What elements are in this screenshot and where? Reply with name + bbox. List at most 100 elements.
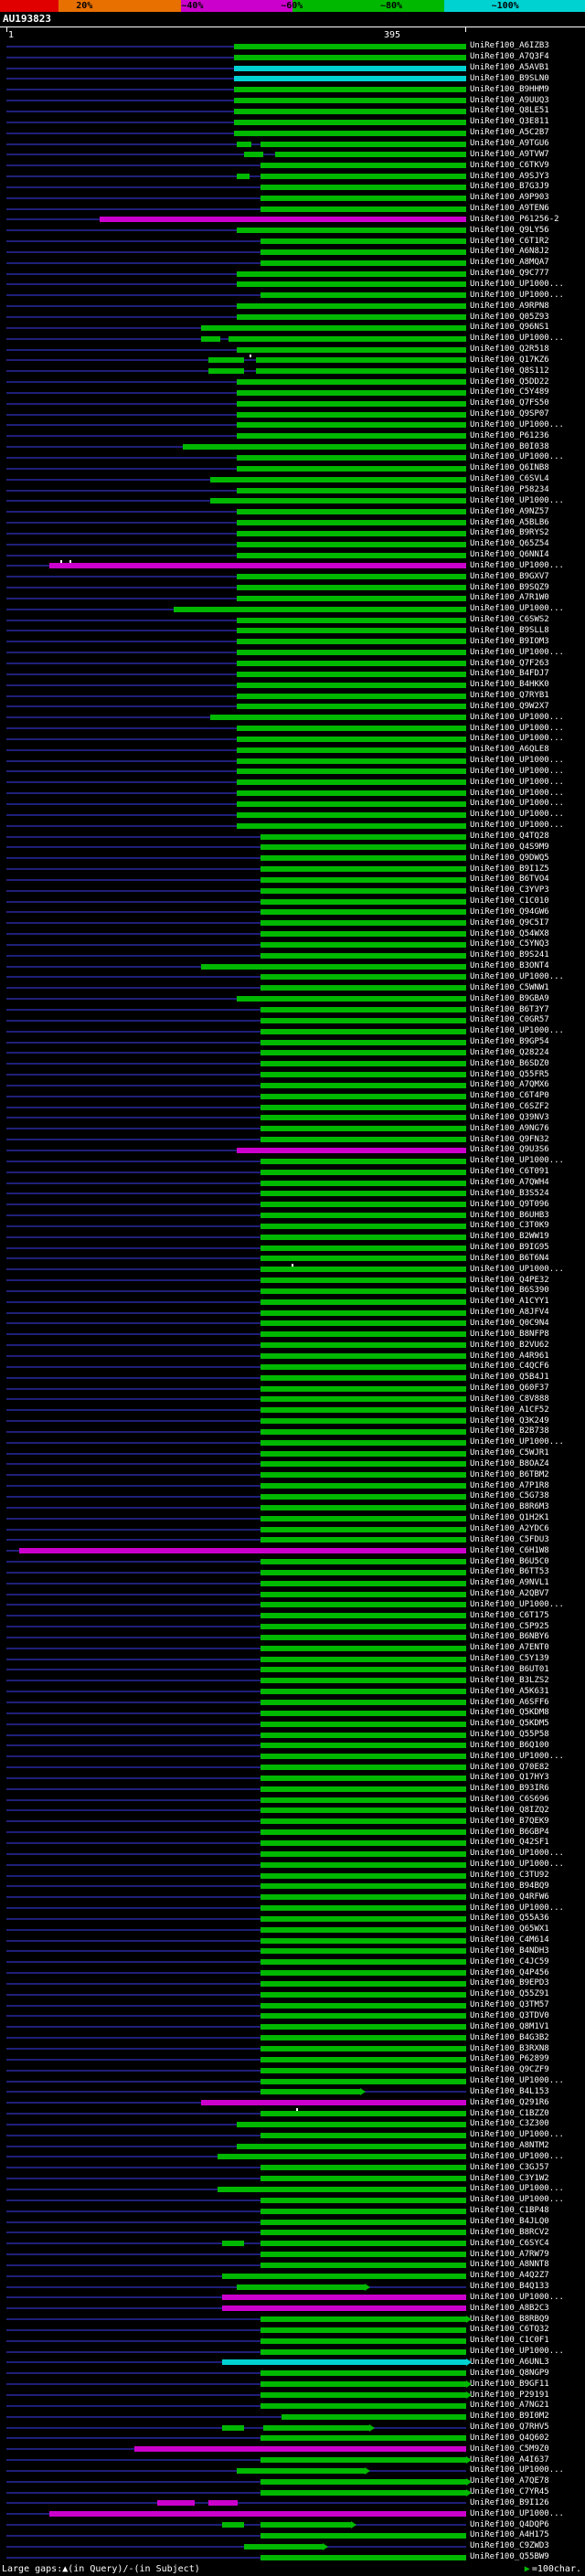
alignment-bar[interactable]	[261, 1883, 466, 1890]
hit-label[interactable]: UniRef100_Q17HY3	[470, 1773, 549, 1783]
hit-label[interactable]: UniRef100_A5AVB1	[470, 63, 549, 73]
alignment-bar[interactable]	[261, 876, 466, 883]
hit-label[interactable]: UniRef100_C6S696	[470, 1795, 549, 1805]
alignment-bar[interactable]	[201, 324, 466, 331]
alignment-bar[interactable]	[261, 1861, 466, 1868]
hit-label[interactable]: UniRef100_Q55A36	[470, 1913, 549, 1924]
hit-label[interactable]: UniRef100_UP1000...	[470, 2130, 564, 2140]
hit-label[interactable]: UniRef100_Q7F263	[470, 658, 549, 668]
alignment-bar[interactable]	[261, 2013, 466, 2019]
alignment-bar[interactable]	[256, 357, 466, 364]
hit-label[interactable]: UniRef100_B3LZS2	[470, 1675, 549, 1685]
hit-label[interactable]: UniRef100_Q96NS1	[470, 323, 549, 333]
alignment-bar[interactable]	[261, 2532, 466, 2539]
hit-label[interactable]: UniRef100_C5WNW1	[470, 982, 549, 992]
alignment-bar[interactable]	[261, 1700, 466, 1706]
alignment-bar[interactable]	[261, 2111, 466, 2117]
hit-label[interactable]: UniRef100_Q3TDV0	[470, 2010, 549, 2020]
alignment-bar[interactable]	[261, 1656, 466, 1662]
alignment-bar[interactable]	[134, 2446, 466, 2453]
hit-label[interactable]: UniRef100_B4Q133	[470, 2282, 549, 2292]
hit-label[interactable]: UniRef100_Q4Q602	[470, 2433, 549, 2443]
alignment-bar[interactable]	[261, 2219, 466, 2225]
hit-label[interactable]: UniRef100_B8OAZ4	[470, 1458, 549, 1468]
alignment-bar[interactable]	[233, 76, 466, 82]
alignment-bar[interactable]	[236, 822, 466, 829]
hit-label[interactable]: UniRef100_B7QEK9	[470, 1816, 549, 1826]
hit-label[interactable]: UniRef100_B4NDH3	[470, 1945, 549, 1956]
alignment-bar[interactable]	[236, 790, 466, 797]
hit-label[interactable]: UniRef100_UP1000...	[470, 2151, 564, 2161]
alignment-bar[interactable]	[261, 2478, 466, 2485]
hit-label[interactable]: UniRef100_UP1000...	[470, 2465, 564, 2475]
alignment-bar[interactable]	[261, 2078, 466, 2084]
alignment-bar[interactable]	[222, 2359, 466, 2366]
alignment-bar[interactable]	[261, 239, 466, 245]
alignment-bar[interactable]	[261, 844, 466, 851]
alignment-bar[interactable]	[261, 2024, 466, 2030]
hit-label[interactable]: UniRef100_A9UUQ3	[470, 95, 549, 105]
alignment-bar[interactable]	[261, 1191, 466, 1197]
alignment-bar[interactable]	[236, 281, 466, 288]
alignment-bar[interactable]	[261, 1158, 466, 1164]
hit-label[interactable]: UniRef100_C5FDU3	[470, 1534, 549, 1544]
hit-label[interactable]: UniRef100_Q4TQ28	[470, 832, 549, 842]
hit-label[interactable]: UniRef100_B9IOM3	[470, 636, 549, 646]
alignment-bar[interactable]	[236, 141, 252, 147]
alignment-bar[interactable]	[236, 411, 466, 418]
hit-label[interactable]: UniRef100_A9NG76	[470, 1123, 549, 1133]
alignment-bar[interactable]	[236, 454, 466, 461]
alignment-bar[interactable]	[261, 1569, 466, 1575]
hit-label[interactable]: UniRef100_C1C010	[470, 896, 549, 906]
hit-label[interactable]: UniRef100_A1CYY1	[470, 1297, 549, 1307]
hit-label[interactable]: UniRef100_Q42SF1	[470, 1838, 549, 1848]
hit-label[interactable]: UniRef100_B9EPD3	[470, 1978, 549, 1988]
alignment-bar[interactable]	[244, 2543, 323, 2549]
alignment-bar[interactable]	[261, 1591, 466, 1597]
alignment-bar[interactable]	[261, 2348, 466, 2355]
hit-label[interactable]: UniRef100_UP1000...	[470, 821, 564, 831]
alignment-bar[interactable]	[236, 379, 466, 386]
hit-label[interactable]: UniRef100_A6SFF6	[470, 1697, 549, 1707]
hit-label[interactable]: UniRef100_Q8S112	[470, 366, 549, 376]
hit-label[interactable]: UniRef100_Q7RYB1	[470, 691, 549, 701]
hit-label[interactable]: UniRef100_A7ENT0	[470, 1643, 549, 1653]
alignment-bar[interactable]	[261, 1342, 466, 1349]
hit-label[interactable]: UniRef100_Q9T096	[470, 1199, 549, 1209]
alignment-bar[interactable]	[236, 2143, 466, 2149]
hit-label[interactable]: UniRef100_B6T6N4	[470, 1253, 549, 1263]
alignment-bar[interactable]	[261, 1559, 466, 1565]
alignment-bar[interactable]	[236, 996, 466, 1002]
alignment-bar[interactable]	[233, 119, 466, 125]
alignment-bar[interactable]	[261, 2402, 466, 2409]
hit-label[interactable]: UniRef100_Q5B4J1	[470, 1373, 549, 1383]
alignment-bar[interactable]	[261, 2381, 466, 2388]
alignment-bar[interactable]	[261, 1288, 466, 1294]
alignment-bar[interactable]	[261, 1331, 466, 1338]
alignment-bar[interactable]	[261, 2337, 466, 2344]
alignment-bar[interactable]	[261, 2230, 466, 2236]
alignment-bar[interactable]	[233, 87, 466, 93]
hit-label[interactable]: UniRef100_Q4RFW6	[470, 1892, 549, 1902]
hit-label[interactable]: UniRef100_A5K631	[470, 1686, 549, 1696]
alignment-bar[interactable]	[261, 952, 466, 959]
alignment-bar[interactable]	[261, 1839, 466, 1846]
hit-label[interactable]: UniRef100_Q3E811	[470, 117, 549, 127]
alignment-bar[interactable]	[233, 65, 466, 71]
hit-label[interactable]: UniRef100_A9TGU6	[470, 139, 549, 149]
hit-label[interactable]: UniRef100_Q55P58	[470, 1730, 549, 1740]
alignment-bar[interactable]	[236, 595, 466, 601]
hit-label[interactable]: UniRef100_C7YR45	[470, 2487, 549, 2497]
hit-label[interactable]: UniRef100_UP1000...	[470, 712, 564, 722]
hit-label[interactable]: UniRef100_A8B2C3	[470, 2303, 549, 2313]
alignment-bar[interactable]	[261, 1407, 466, 1414]
hit-label[interactable]: UniRef100_UP1000...	[470, 2292, 564, 2302]
hit-label[interactable]: UniRef100_C6H1W8	[470, 1545, 549, 1555]
alignment-bar[interactable]	[261, 2327, 466, 2333]
alignment-bar[interactable]	[261, 1450, 466, 1457]
hit-label[interactable]: UniRef100_B6SDZ0	[470, 1058, 549, 1068]
alignment-bar[interactable]	[261, 1169, 466, 1175]
alignment-bar[interactable]	[182, 444, 466, 451]
hit-label[interactable]: UniRef100_B4G3B2	[470, 2032, 549, 2042]
alignment-bar[interactable]	[236, 422, 466, 429]
